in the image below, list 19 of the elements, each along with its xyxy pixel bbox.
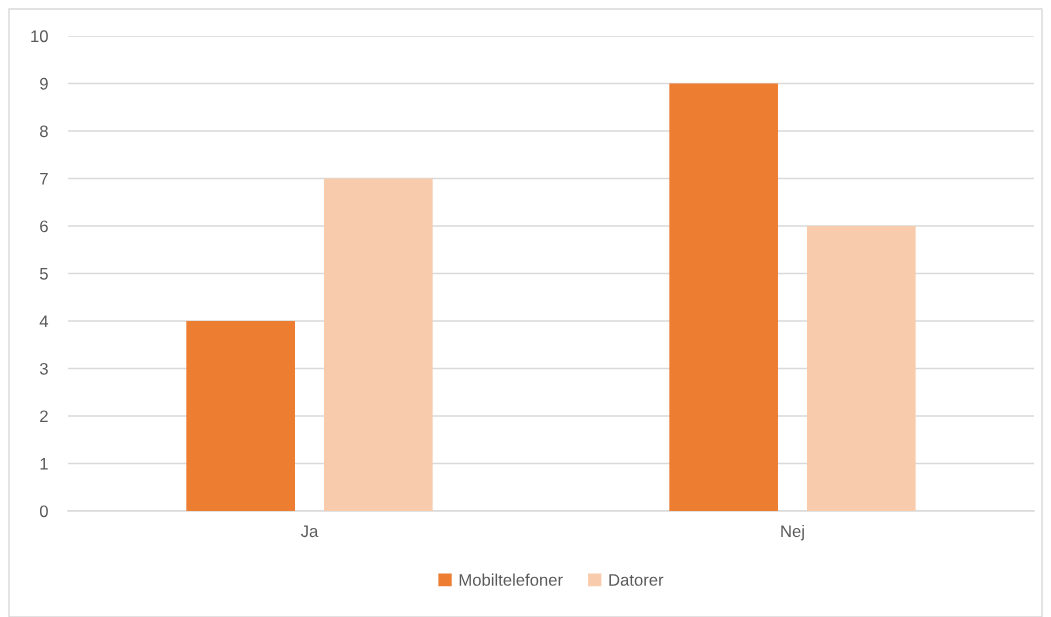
y-tick-label: 6 [40, 220, 48, 233]
legend-label: Mobiltelefoner [459, 573, 563, 586]
y-tick-label: 0 [39, 505, 48, 518]
y-tick-label: 9 [40, 77, 48, 90]
x-tick-label: Nej [781, 524, 804, 541]
y-tick-label: 5 [39, 268, 48, 280]
y-tick-label: 4 [39, 315, 49, 328]
y-tick-label: 2 [40, 410, 48, 423]
y-tick-label: 1 [40, 458, 48, 470]
bar [806, 225, 916, 511]
y-tick-label: 10 [31, 30, 48, 43]
bar [669, 83, 778, 511]
y-tick-label: 8 [40, 125, 48, 138]
legend-label: Datorer [609, 574, 664, 586]
x-tick-label: Ja [300, 525, 319, 538]
y-tick-label: 3 [39, 362, 48, 375]
bar [323, 178, 433, 511]
y-tick-label: 7 [40, 173, 48, 185]
bar [186, 320, 295, 511]
